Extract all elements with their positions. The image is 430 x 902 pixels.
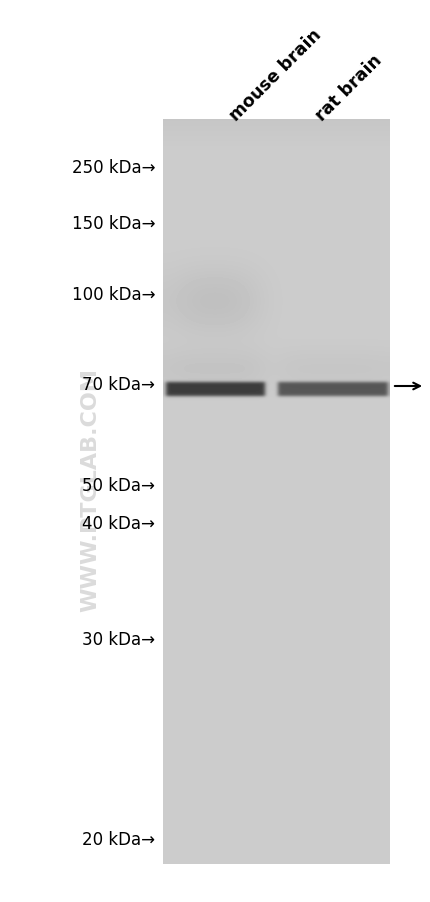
Text: WWW.PTGLAB.COM: WWW.PTGLAB.COM [80, 368, 100, 612]
Text: 20 kDa→: 20 kDa→ [82, 830, 155, 848]
Text: 150 kDa→: 150 kDa→ [71, 215, 155, 233]
Text: 250 kDa→: 250 kDa→ [71, 159, 155, 177]
Text: 30 kDa→: 30 kDa→ [82, 630, 155, 649]
Text: mouse brain: mouse brain [226, 25, 325, 124]
Text: 100 kDa→: 100 kDa→ [71, 286, 155, 304]
Text: 70 kDa→: 70 kDa→ [82, 375, 155, 393]
Text: 50 kDa→: 50 kDa→ [82, 476, 155, 494]
Bar [163, 120, 390, 864]
Text: rat brain: rat brain [312, 51, 385, 124]
Text: 40 kDa→: 40 kDa→ [82, 514, 155, 532]
